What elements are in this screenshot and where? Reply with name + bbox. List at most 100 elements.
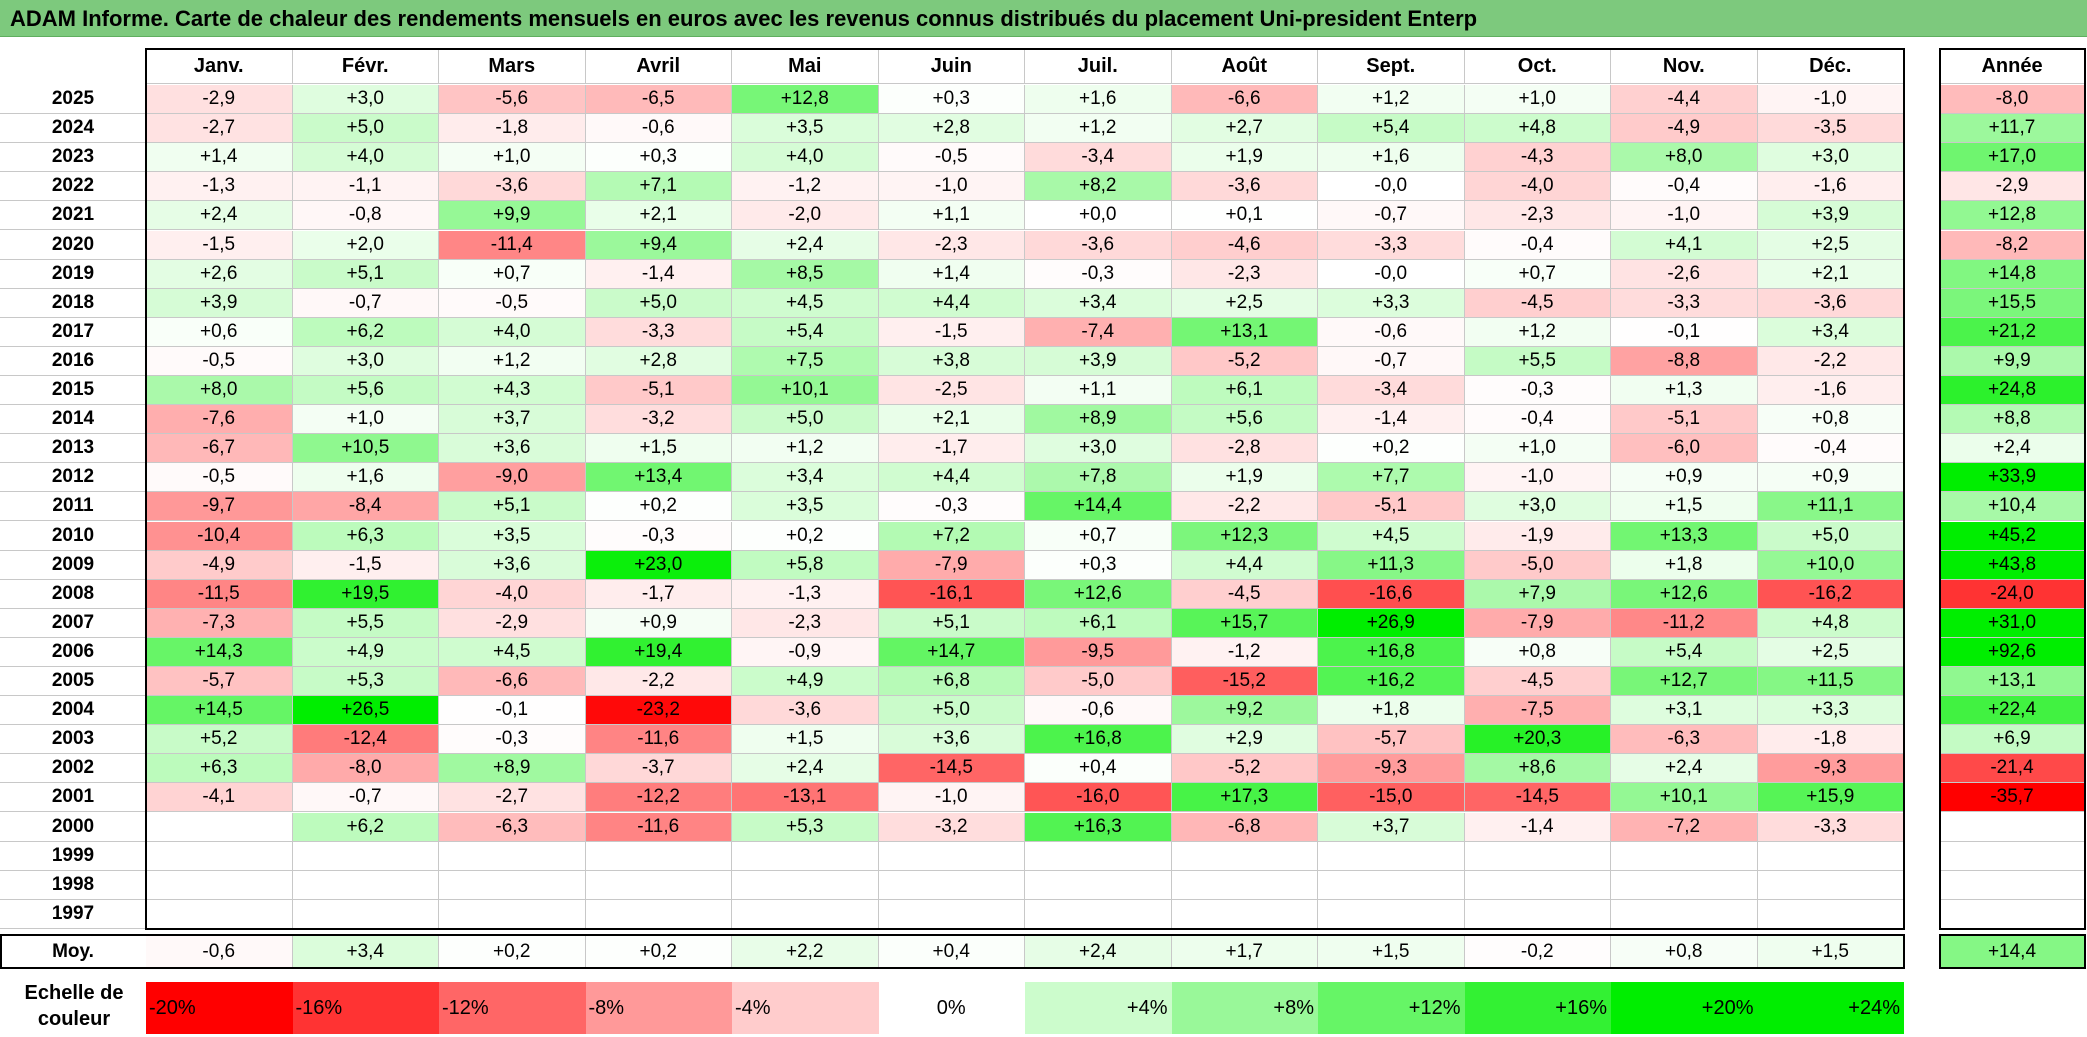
- heatmap-cell: [1025, 841, 1172, 871]
- annual-cell: +9,9: [1940, 346, 2085, 376]
- heatmap-cell: +3,3: [1757, 696, 1904, 726]
- month-header-9: Sept.: [1318, 50, 1465, 84]
- heatmap-cell: -1,2: [732, 172, 879, 202]
- heatmap-cell: -0,1: [1611, 317, 1758, 347]
- heatmap-cell: +3,0: [292, 85, 439, 115]
- heatmap-cell: +1,6: [292, 463, 439, 493]
- heatmap-cell: +5,2: [146, 725, 293, 755]
- heatmap-cell: +26,5: [292, 696, 439, 726]
- heatmap-cell: [585, 899, 732, 929]
- heatmap-cell: +0,2: [732, 521, 879, 551]
- heatmap-cell: +0,6: [146, 317, 293, 347]
- heatmap-cell: -1,2: [1171, 637, 1318, 667]
- heatmap-cell: -15,2: [1171, 667, 1318, 697]
- heatmap-cell: +3,6: [439, 550, 586, 580]
- heatmap-cell: +3,9: [146, 288, 293, 318]
- year-label: 2020: [0, 230, 146, 260]
- heatmap-cell: -9,7: [146, 492, 293, 522]
- heatmap-cell: -4,0: [439, 579, 586, 609]
- heatmap-cell: +0,2: [585, 492, 732, 522]
- heatmap-cell: +1,8: [1611, 550, 1758, 580]
- heatmap-cell: -4,5: [1464, 288, 1611, 318]
- heatmap-cell: +4,8: [1464, 114, 1611, 144]
- average-cell: +0,4: [878, 936, 1025, 968]
- heatmap-cell: +0,7: [1464, 259, 1611, 289]
- year-label: 2018: [0, 288, 146, 318]
- month-header-5: Mai: [732, 50, 879, 84]
- year-label: 2002: [0, 754, 146, 784]
- heatmap-cell: -0,4: [1757, 434, 1904, 464]
- heatmap-cell: -1,0: [1464, 463, 1611, 493]
- heatmap-cell: +1,2: [732, 434, 879, 464]
- heatmap-cell: -4,3: [1464, 143, 1611, 173]
- heatmap-cell: [292, 841, 439, 871]
- average-annual-cell: +14,4: [1940, 936, 2085, 968]
- heatmap-cell: +16,8: [1318, 637, 1465, 667]
- annual-cell: +11,7: [1940, 114, 2085, 144]
- heatmap-cell: -0,1: [439, 696, 586, 726]
- heatmap-cell: [1318, 870, 1465, 900]
- heatmap-cell: [585, 841, 732, 871]
- heatmap-cell: +13,3: [1611, 521, 1758, 551]
- heatmap-cell: +5,0: [732, 405, 879, 435]
- heatmap-cell: +1,1: [1025, 376, 1172, 406]
- heatmap-cell: -14,5: [1464, 783, 1611, 813]
- heatmap-cell: +3,6: [439, 434, 586, 464]
- heatmap-cell: [439, 899, 586, 929]
- heatmap-cell: +2,5: [1757, 230, 1904, 260]
- color-scale-stop: -8%: [585, 982, 732, 1034]
- heatmap-cell: +5,1: [878, 608, 1025, 638]
- heatmap-cell: -0,5: [146, 346, 293, 376]
- heatmap-cell: [1025, 899, 1172, 929]
- heatmap-cell: +3,5: [439, 521, 586, 551]
- heatmap-cell: -1,3: [146, 172, 293, 202]
- year-label: 2009: [0, 550, 146, 580]
- heatmap-cell: +7,8: [1025, 463, 1172, 493]
- heatmap-cell: +4,4: [1171, 550, 1318, 580]
- average-cell: +1,5: [1757, 936, 1904, 968]
- heatmap-cell: [1464, 870, 1611, 900]
- heatmap-cell: -5,0: [1025, 667, 1172, 697]
- heatmap-cell: -5,2: [1171, 346, 1318, 376]
- heatmap-cell: +4,0: [732, 143, 879, 173]
- heatmap-cell: -4,0: [1464, 172, 1611, 202]
- heatmap-cell: +10,0: [1757, 550, 1904, 580]
- month-header-8: Août: [1171, 50, 1318, 84]
- heatmap-cell: -1,5: [292, 550, 439, 580]
- heatmap-cell: -1,7: [878, 434, 1025, 464]
- heatmap-cell: -0,5: [878, 143, 1025, 173]
- heatmap-cell: -4,9: [146, 550, 293, 580]
- heatmap-cell: -5,0: [1464, 550, 1611, 580]
- heatmap-cell: -11,4: [439, 230, 586, 260]
- heatmap-cell: -2,0: [732, 201, 879, 231]
- heatmap-cell: +2,4: [146, 201, 293, 231]
- month-header-4: Avril: [585, 50, 732, 84]
- annual-cell: +2,4: [1940, 434, 2085, 464]
- heatmap-cell: +2,1: [878, 405, 1025, 435]
- heatmap-cell: -5,6: [439, 85, 586, 115]
- heatmap-cell: +4,8: [1757, 608, 1904, 638]
- color-scale-stop: +20%: [1611, 982, 1758, 1034]
- heatmap-cell: -2,9: [146, 85, 293, 115]
- heatmap-cell: +4,5: [1318, 521, 1465, 551]
- heatmap-cell: +0,8: [1464, 637, 1611, 667]
- year-label: 1999: [0, 841, 146, 871]
- color-scale-stop: +8%: [1171, 982, 1318, 1034]
- heatmap-cell: -3,6: [1171, 172, 1318, 202]
- heatmap-cell: +6,3: [146, 754, 293, 784]
- annual-cell: [1940, 812, 2085, 842]
- heatmap-cell: -0,7: [292, 288, 439, 318]
- heatmap-cell: -0,6: [585, 114, 732, 144]
- heatmap-cell: -0,0: [1318, 172, 1465, 202]
- heatmap-cell: -2,8: [1171, 434, 1318, 464]
- heatmap-cell: +3,4: [1025, 288, 1172, 318]
- heatmap-cell: -2,6: [1611, 259, 1758, 289]
- heatmap-cell: +12,7: [1611, 667, 1758, 697]
- heatmap-cell: +4,0: [292, 143, 439, 173]
- heatmap-cell: [439, 870, 586, 900]
- heatmap-cell: +1,2: [439, 346, 586, 376]
- heatmap-cell: -5,2: [1171, 754, 1318, 784]
- heatmap-cell: +3,0: [1757, 143, 1904, 173]
- heatmap-cell: +5,3: [732, 812, 879, 842]
- heatmap-cell: +9,2: [1171, 696, 1318, 726]
